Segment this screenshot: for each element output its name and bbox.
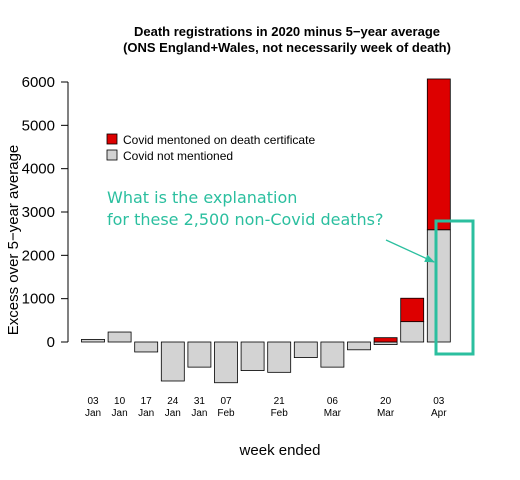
x-tick-label-month: Mar [324,408,342,419]
bar-non-covid [134,341,159,353]
annotation-line-2: for these 2,500 non-Covid deaths? [107,210,384,229]
y-tick-label: 1000 [22,291,55,308]
y-tick-label: 4000 [22,161,55,178]
bar-covid [373,337,398,343]
legend-label-covid: Covid mentoned on death certificate [123,133,315,147]
y-tick-label: 3000 [22,204,55,221]
bar-non-covid [214,341,238,384]
x-tick-label-day: 03 [433,396,445,407]
chart-title: Death registrations in 2020 minus 5−year… [134,24,440,39]
bar-non-covid [160,341,185,382]
y-tick-label: 2000 [22,247,55,264]
bars [81,78,451,384]
bar-non-covid [320,341,345,368]
y-axis-label: Excess over 5−year average [5,145,22,336]
bar-non-covid [426,229,451,343]
x-tick-label-month: Feb [217,408,235,419]
bar-non-covid [240,341,265,372]
x-tick-labels: 03Jan10Jan17Jan24Jan31Jan07Feb21Feb06Mar… [85,396,447,419]
bar-non-covid [107,331,132,343]
x-tick-label-day: 03 [87,396,99,407]
bar-non-covid [81,338,105,343]
bar-non-covid [187,341,212,368]
x-tick-label-month: Feb [271,408,289,419]
legend-label-non-covid: Covid not mentioned [123,149,233,163]
annotation: What is the explanation for these 2,500 … [107,188,475,356]
x-tick-label-month: Apr [431,408,447,419]
x-tick-label-day: 07 [220,396,232,407]
x-tick-label-day: 17 [141,396,153,407]
x-axis-label: week ended [239,442,321,459]
bar-non-covid [293,341,318,359]
legend-swatch-non-covid [106,149,118,161]
y-tick-label: 6000 [22,74,55,91]
x-tick-label-month: Jan [85,408,101,419]
legend-swatch-covid [106,133,118,145]
chart-subtitle: (ONS England+Wales, not necessarily week… [123,40,451,55]
x-tick-label-day: 06 [327,396,339,407]
bar-non-covid [400,321,425,343]
x-tick-label-month: Jan [165,408,181,419]
y-axis: 0 1000 2000 3000 4000 5000 6000 [22,74,69,351]
bar-covid [426,78,451,231]
annotation-highlight-box [434,219,475,356]
x-tick-label-month: Jan [138,408,154,419]
legend: Covid mentoned on death certificate Covi… [106,133,315,163]
x-tick-label-day: 31 [194,396,206,407]
y-tick-label: 0 [47,334,55,351]
x-tick-label-day: 24 [167,396,179,407]
x-tick-label-month: Jan [112,408,128,419]
bar-non-covid [347,341,371,351]
annotation-arrow [385,239,435,263]
x-tick-label-month: Mar [377,408,395,419]
x-tick-label-month: Jan [191,408,207,419]
x-tick-label-day: 20 [380,396,392,407]
annotation-line-1: What is the explanation [107,188,297,207]
x-tick-label-day: 10 [114,396,126,407]
bar-covid [400,297,425,323]
x-tick-label-day: 21 [274,396,286,407]
bar-non-covid [267,341,292,373]
y-tick-label: 5000 [22,117,55,134]
